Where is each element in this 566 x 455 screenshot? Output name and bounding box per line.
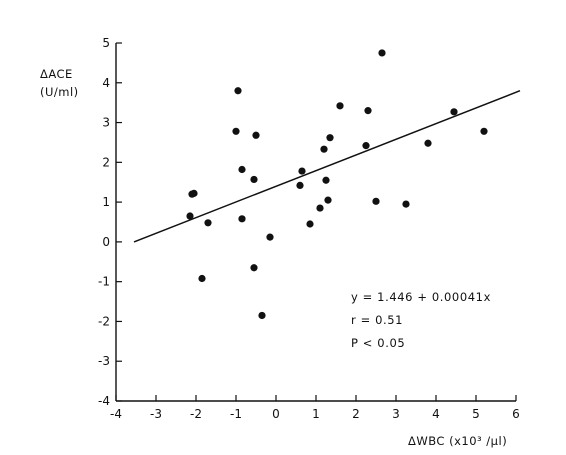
y-tick-label: 3 xyxy=(102,116,110,130)
data-point xyxy=(186,212,194,220)
x-tick-label: 1 xyxy=(312,407,320,421)
x-tick-label: 4 xyxy=(432,407,440,421)
x-tick-label: 2 xyxy=(352,407,360,421)
data-point xyxy=(402,200,410,208)
data-point xyxy=(198,274,206,283)
data-point xyxy=(324,196,332,204)
data-point xyxy=(336,102,344,110)
data-point xyxy=(238,215,246,223)
axes xyxy=(115,43,516,402)
data-point xyxy=(296,181,304,190)
x-tick-label: 0 xyxy=(272,407,280,421)
x-tick-label: 6 xyxy=(512,407,520,421)
data-point xyxy=(378,49,386,57)
x-axis-label: ΔWBC (x10³ /μl) xyxy=(408,434,507,448)
data-point xyxy=(362,142,370,150)
data-point xyxy=(250,264,258,272)
data-point xyxy=(234,87,242,95)
y-tick-label: -2 xyxy=(98,314,110,328)
data-point xyxy=(258,311,266,320)
data-point xyxy=(232,127,240,135)
x-tick-label: -3 xyxy=(150,407,162,421)
data-point xyxy=(250,175,258,184)
y-tick-label: -3 xyxy=(98,354,110,368)
data-point xyxy=(252,131,260,139)
data-point xyxy=(204,219,212,227)
x-tick-label: 5 xyxy=(472,407,480,421)
data-point xyxy=(450,108,458,116)
data-point xyxy=(238,165,246,174)
y-tick-label: -4 xyxy=(98,394,110,408)
correlation-coefficient: r = 0.51 xyxy=(351,313,403,327)
data-point xyxy=(424,139,432,147)
data-point xyxy=(298,167,306,175)
y-tick-label: 5 xyxy=(102,36,110,50)
data-point xyxy=(306,220,314,228)
y-axis-label-line-1: ΔACE xyxy=(40,67,73,81)
data-point xyxy=(316,204,324,212)
data-point xyxy=(326,134,334,142)
data-point xyxy=(266,233,274,241)
data-point xyxy=(372,197,380,205)
y-tick-label: 0 xyxy=(102,235,110,249)
x-tick-label: -2 xyxy=(190,407,202,421)
y-tick-label: -1 xyxy=(98,275,110,289)
data-point xyxy=(188,190,196,198)
y-tick-label: 2 xyxy=(102,155,110,169)
data-point xyxy=(364,107,372,115)
y-tick-label: 1 xyxy=(102,195,110,209)
y-tick-label: 4 xyxy=(102,76,110,90)
x-tick-label: -4 xyxy=(110,407,122,421)
x-tick-label: 3 xyxy=(392,407,400,421)
data-point xyxy=(322,176,330,184)
data-points xyxy=(186,49,488,320)
x-tick-label: -1 xyxy=(230,407,242,421)
p-value: P < 0.05 xyxy=(351,336,405,350)
ticks: -4 -3 -2 -1 0 1 2 3 4 5 6 -4 -3 -2 -1 0 1 2 3 4 5 xyxy=(98,36,520,421)
y-axis-label-line-2: (U/ml) xyxy=(40,85,79,99)
regression-equation: y = 1.446 + 0.00041x xyxy=(351,290,491,304)
data-point xyxy=(480,127,488,135)
data-point xyxy=(320,145,328,153)
regression-line xyxy=(133,90,521,243)
regression-line-segment xyxy=(133,90,521,243)
